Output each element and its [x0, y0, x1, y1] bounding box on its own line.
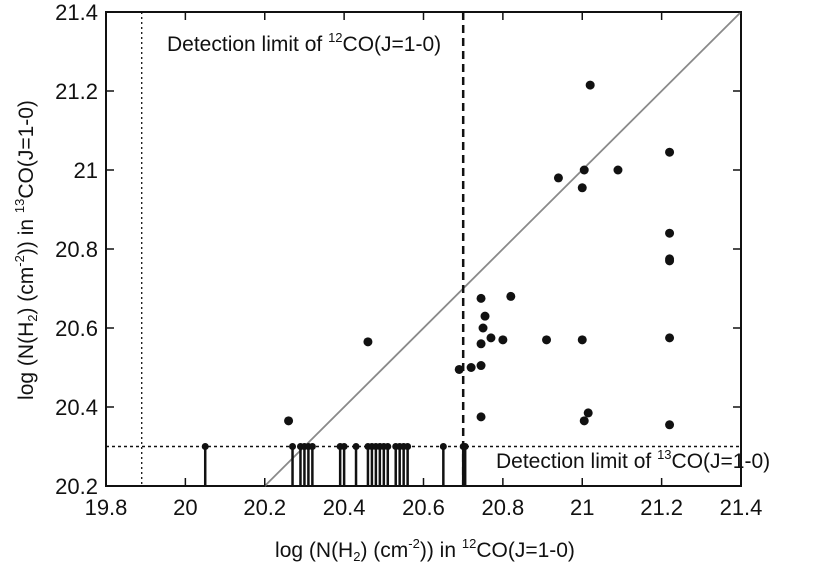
data-point	[476, 339, 486, 349]
data-point	[665, 333, 675, 343]
data-point	[476, 293, 486, 303]
x-tick-label: 20.6	[402, 495, 445, 520]
upper-limit-point	[289, 443, 297, 450]
plot-frame	[105, 11, 742, 487]
data-point	[542, 335, 552, 345]
y-tick-label: 20.8	[55, 237, 98, 262]
data-point	[486, 333, 496, 343]
y-tick-label: 20.2	[55, 474, 98, 499]
upper-limit-point	[461, 443, 469, 450]
data-point	[284, 416, 294, 426]
data-point	[577, 335, 587, 345]
data-point	[579, 165, 589, 175]
y-tick-label: 20.6	[55, 316, 98, 341]
y-tick-label: 21.2	[55, 79, 98, 104]
x-tick-label: 21	[570, 495, 594, 520]
data-point	[466, 363, 476, 372]
data-point	[506, 291, 516, 301]
y-tick-label: 21	[74, 158, 98, 183]
x-tick-label: 21.4	[720, 495, 763, 520]
x-tick-label: 20	[173, 495, 197, 520]
y-tick-label: 21.4	[55, 0, 98, 25]
data-point	[553, 173, 563, 183]
data-point	[476, 361, 486, 371]
upper-limit-point	[308, 443, 316, 450]
data-point	[579, 416, 589, 426]
data-point	[665, 254, 675, 264]
one-to-one-line	[264, 11, 742, 487]
x-tick-label: 19.8	[85, 495, 128, 520]
data-point	[613, 165, 623, 175]
upper-limit-markers	[201, 443, 469, 486]
upper-limit-point	[384, 443, 392, 450]
x-tick-label: 20.8	[481, 495, 524, 520]
upper-limit-point	[404, 443, 412, 450]
x-tick-label: 21.2	[640, 495, 683, 520]
x-axis-title: log (N(H2) (cm-2)) in 12CO(J=1-0)	[275, 536, 575, 564]
data-point	[665, 147, 675, 157]
data-point	[478, 323, 488, 333]
x-tick-label: 20.4	[323, 495, 366, 520]
annotation-12co-detection-limit: Detection limit of 12CO(J=1-0)	[167, 30, 441, 56]
data-point	[363, 337, 373, 347]
annotation-13co-detection-limit: Detection limit of 13CO(J=1-0)	[496, 447, 770, 473]
data-point	[665, 420, 675, 430]
data-points	[284, 80, 675, 430]
data-point	[585, 80, 595, 90]
data-point	[577, 183, 587, 193]
data-point	[583, 408, 593, 418]
upper-limit-point	[340, 443, 348, 450]
x-tick-label: 20.2	[243, 495, 286, 520]
data-point	[454, 364, 464, 374]
y-axis-title: log (N(H2) (cm-2)) in 13CO(J=1-0)	[12, 100, 40, 400]
y-tick-label: 20.4	[55, 395, 98, 420]
upper-limit-point	[352, 443, 360, 450]
data-point	[480, 311, 490, 321]
data-point	[665, 228, 675, 238]
data-point	[476, 412, 486, 422]
data-point	[498, 335, 508, 345]
upper-limit-point	[439, 443, 447, 450]
reference-lines	[106, 11, 742, 487]
axis-ticks: 19.8 20 20.2 20.4 20.6 20.8 21 21.2 21.4 20.2 20.4…	[55, 0, 762, 520]
upper-limit-point	[201, 443, 209, 450]
